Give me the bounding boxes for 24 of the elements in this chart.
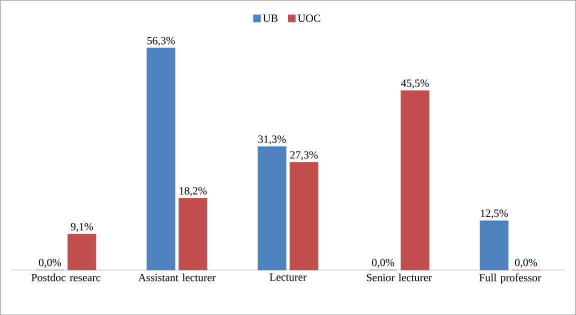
legend-label: UOC — [298, 14, 320, 22]
bar — [400, 90, 430, 270]
x-tick-label: Senior lecturer — [366, 273, 432, 282]
x-tick-label: Lecturer — [270, 273, 307, 281]
data-label: 31,3% — [258, 135, 286, 144]
data-label: 12,5% — [480, 209, 508, 218]
bar — [480, 220, 508, 270]
data-label: 0,0% — [38, 258, 62, 268]
x-tick-label: Assistant lecturer — [138, 273, 216, 282]
data-label: 0,0% — [515, 258, 538, 268]
bar — [178, 198, 208, 270]
bar — [146, 48, 176, 270]
bar — [258, 146, 286, 270]
x-tick-label: Postdoc researc — [31, 273, 100, 282]
bar — [68, 234, 96, 270]
data-label: 0,0% — [372, 258, 394, 268]
data-label: 45,5% — [401, 79, 429, 88]
data-label: 27,3% — [290, 151, 318, 160]
legend-label: UB — [263, 14, 278, 22]
bar — [290, 162, 318, 270]
data-label: 56,3% — [147, 36, 175, 46]
data-label: 9,1% — [70, 222, 93, 232]
data-label: 18,2% — [180, 186, 207, 196]
x-tick-label: Full professor — [479, 273, 542, 284]
